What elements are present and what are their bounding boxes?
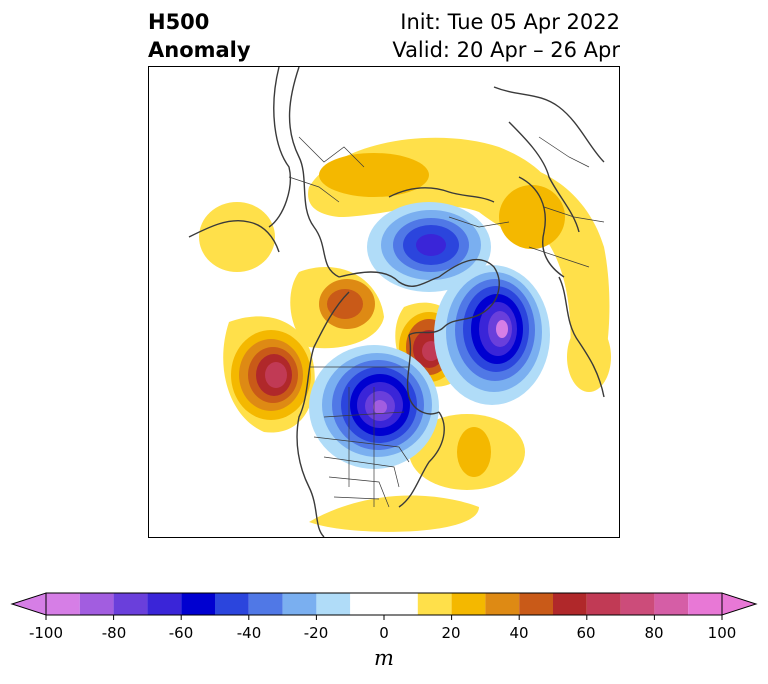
colorbar-bin [485, 593, 520, 615]
colorbar-bin [282, 593, 317, 615]
colorbar-bin [79, 593, 114, 615]
country-borders [288, 136, 605, 508]
title-anomaly: Anomaly [148, 38, 251, 62]
negative-anomaly-atlantic [434, 265, 550, 405]
tick-label: -40 [236, 624, 262, 642]
title-right: Init: Tue 05 Apr 2022 Valid: 20 Apr – 26… [392, 8, 620, 64]
coastlines [188, 67, 605, 537]
colorbar-bin [586, 593, 621, 615]
colorbar-bin [181, 593, 215, 615]
tick-label: -80 [101, 624, 127, 642]
negative-anomaly-canada [309, 345, 439, 469]
title-left: H500 Anomaly [148, 8, 251, 64]
tick-label: -100 [28, 624, 64, 642]
colorbar-bin [654, 593, 689, 615]
tick-label: 80 [644, 624, 664, 642]
map-canvas [188, 67, 611, 537]
tick-label: -60 [168, 624, 194, 642]
colorbar-bin [620, 593, 655, 615]
tick-label: 60 [576, 624, 596, 642]
tick-label: 100 [707, 624, 737, 642]
colorbar-bin [46, 593, 80, 615]
colorbar-bin [350, 593, 418, 615]
title-variable: H500 [148, 10, 210, 34]
colorbar-bin [519, 593, 553, 615]
colorbar-bin [553, 593, 587, 615]
colorbar-bin [215, 593, 249, 615]
colorbar-bin [316, 593, 351, 615]
colorbar-bin [688, 593, 722, 615]
colorbar-bin [147, 593, 182, 615]
colorbar-extend-high [721, 592, 758, 616]
colorbar-unit-label: m [374, 646, 394, 670]
tick-label: 20 [441, 624, 461, 642]
negative-anomaly-arctic [367, 202, 491, 292]
colorbar-bin [417, 593, 452, 615]
title-init: Init: Tue 05 Apr 2022 [400, 10, 620, 34]
colorbar-bin [248, 593, 283, 615]
colorbar-bin [113, 593, 148, 615]
tick-label: 0 [379, 624, 389, 642]
title-valid: Valid: 20 Apr – 26 Apr [392, 38, 620, 62]
colorbar-extend-low [10, 592, 47, 616]
colorbar [10, 592, 758, 620]
tick-label: -20 [303, 624, 329, 642]
tick-label: 40 [509, 624, 529, 642]
colorbar-bin [451, 593, 486, 615]
anomaly-map [148, 66, 620, 538]
